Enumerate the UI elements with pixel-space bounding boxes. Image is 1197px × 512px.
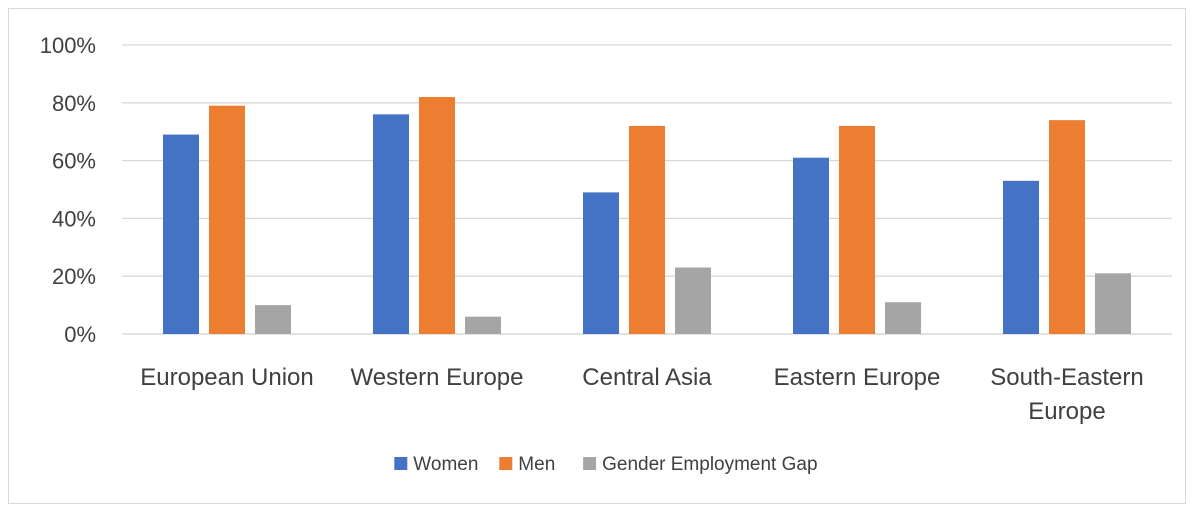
bar <box>419 97 455 335</box>
y-tick-label: 60% <box>52 149 96 174</box>
bar <box>839 125 875 334</box>
bar <box>629 125 665 334</box>
x-category-label: Central Asia <box>582 364 712 391</box>
bar <box>163 134 199 334</box>
bar <box>373 114 409 334</box>
legend-label: Men <box>518 454 555 475</box>
bar <box>1003 180 1039 334</box>
bar <box>255 305 291 334</box>
y-tick-label: 100% <box>40 33 96 58</box>
legend-swatch <box>394 457 408 470</box>
y-tick-label: 40% <box>52 206 96 231</box>
bar <box>675 267 711 334</box>
x-category-label: European Union <box>140 364 313 391</box>
x-category-label: Europe <box>1028 398 1105 425</box>
y-tick-label: 80% <box>52 91 96 116</box>
legend-swatch <box>499 457 513 470</box>
bar <box>885 302 921 334</box>
x-category-label: Western Europe <box>351 364 524 391</box>
bar <box>1049 120 1085 334</box>
bar <box>465 316 501 334</box>
y-tick-label: 20% <box>52 264 96 289</box>
x-category-label: South-Eastern <box>990 364 1143 391</box>
y-tick-label: 0% <box>64 322 96 347</box>
x-category-label: Eastern Europe <box>774 364 941 391</box>
bar <box>1095 273 1131 334</box>
legend-swatch <box>583 457 597 470</box>
bar <box>793 157 829 334</box>
legend-label: Gender Employment Gap <box>602 454 817 475</box>
bar <box>583 192 619 334</box>
legend-label: Women <box>413 454 478 475</box>
bar <box>209 105 245 334</box>
